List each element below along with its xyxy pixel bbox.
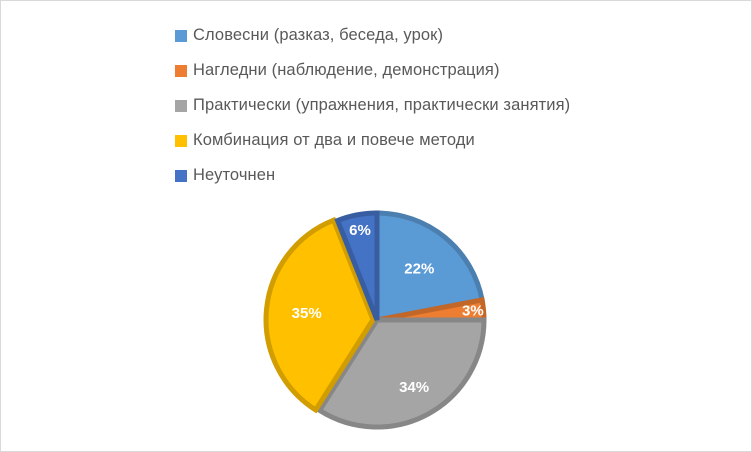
- data-label-visual: 3%: [462, 302, 484, 319]
- pie-slice-practical: [316, 317, 487, 430]
- legend-swatch-verbal: [175, 29, 187, 42]
- data-label-verbal: 22%: [404, 260, 434, 277]
- legend-label-unspecified: Неуточнен: [193, 166, 276, 184]
- legend-swatch-combination: [175, 134, 187, 147]
- data-label-combination: 35%: [292, 305, 322, 322]
- data-label-practical: 34%: [399, 379, 429, 396]
- legend-label-verbal: Словесни (разказ, беседа, урок): [193, 26, 444, 44]
- legend-swatch-visual: [175, 64, 187, 77]
- legend-label-practical: Практически (упражнения, практически зан…: [193, 96, 571, 114]
- legend-label-visual: Нагледни (наблюдение, демонстрация): [193, 61, 500, 79]
- legend-swatch-practical: [175, 99, 187, 112]
- pie-slice-combination: [263, 216, 376, 414]
- legend-swatch-unspecified: [175, 169, 187, 182]
- legend-item-verbal: Словесни (разказ, беседа, урок): [175, 18, 570, 53]
- legend: Словесни (разказ, беседа, урок) Нагледни…: [175, 18, 570, 193]
- legend-item-practical: Практически (упражнения, практически зан…: [175, 88, 570, 123]
- legend-label-combination: Комбинация от два и повече методи: [193, 131, 475, 149]
- legend-item-unspecified: Неуточнен: [175, 158, 570, 193]
- legend-item-combination: Комбинация от два и повече методи: [175, 123, 570, 158]
- pie-slice-verbal: [374, 210, 486, 324]
- legend-item-visual: Нагледни (наблюдение, демонстрация): [175, 53, 570, 88]
- pie-slice-unspecified: [334, 210, 380, 321]
- data-label-unspecified: 6%: [349, 222, 371, 239]
